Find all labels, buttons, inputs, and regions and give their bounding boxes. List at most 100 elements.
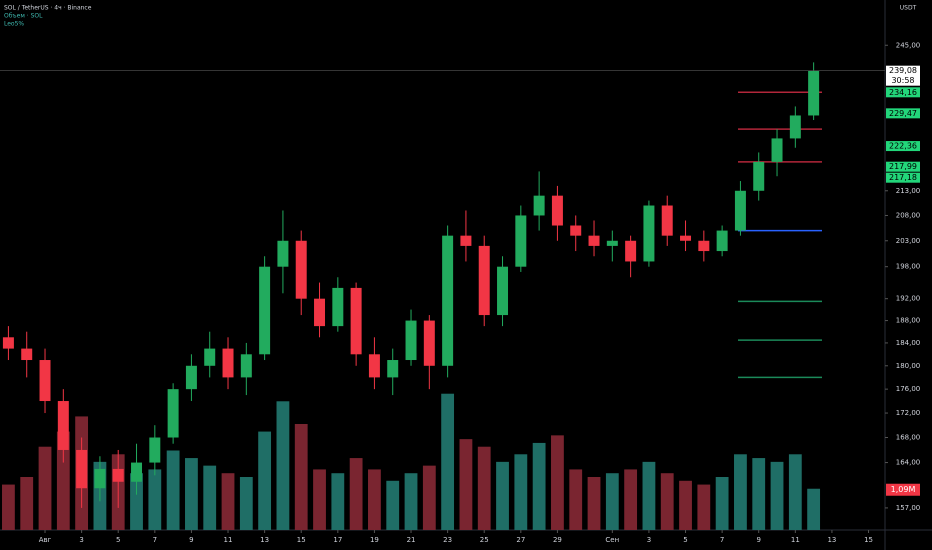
candle-body [716, 230, 728, 252]
volume-bar [770, 461, 784, 530]
volume-bar [807, 488, 821, 530]
candle-body [350, 287, 362, 355]
y-tick-label: 245,00 [896, 41, 921, 49]
volume-bar [624, 469, 638, 530]
x-tick-label: 29 [553, 536, 562, 544]
candle-body [423, 320, 435, 366]
volume-bar [422, 465, 436, 530]
candle-body [204, 348, 216, 366]
countdown: 30:58 [891, 76, 914, 85]
volume-bar [294, 424, 308, 530]
candle-body [368, 354, 380, 378]
candle-body [405, 320, 417, 361]
y-tick-label: 208,00 [896, 211, 921, 219]
volume-bar [496, 461, 509, 530]
price-label-box [886, 172, 920, 183]
volume-bar [715, 477, 729, 530]
volume-bar [331, 473, 345, 530]
price-label: 217,99 [889, 162, 917, 171]
y-tick-label: 172,00 [896, 409, 921, 417]
volume-bar [752, 458, 766, 530]
x-tick-label: 5 [683, 536, 687, 544]
y-tick-label: 176,00 [896, 385, 921, 393]
candle-body [478, 245, 490, 316]
volume-bar [276, 401, 290, 530]
candle-body [387, 360, 399, 378]
volume-bar [386, 480, 400, 530]
candle-body [497, 266, 509, 316]
candle-body [167, 389, 179, 438]
price-label: 222,36 [889, 142, 917, 151]
volume-bar [679, 480, 692, 530]
volume-bar [532, 442, 546, 530]
volume-bar [642, 461, 656, 530]
volume-bar [605, 473, 619, 530]
currency[interactable]: USDT [900, 5, 917, 12]
volume-bar [148, 469, 162, 530]
price-label-box [886, 161, 920, 172]
x-tick-label: 23 [443, 536, 452, 544]
x-tick-label: 11 [791, 536, 800, 544]
volume-bar [587, 477, 601, 530]
candle-body [185, 365, 197, 390]
candle-body [533, 195, 545, 216]
x-tick-label: 13 [260, 536, 269, 544]
candle-body [295, 240, 307, 299]
volume-bar [2, 484, 15, 530]
volume-bar [221, 473, 235, 530]
candle-body [131, 462, 143, 482]
x-tick-label: 15 [864, 536, 873, 544]
candle-body [789, 115, 801, 139]
x-tick-label: Авг [39, 536, 52, 544]
candle-body [39, 360, 51, 402]
price-label: 217,18 [889, 173, 917, 182]
candle-body [2, 337, 14, 349]
candle-body [240, 354, 252, 378]
price-label-box [886, 87, 920, 98]
y-tick-label: 164,00 [896, 459, 921, 467]
x-tick-label: 7 [153, 536, 157, 544]
volume-bar [368, 469, 381, 530]
candle-body [643, 205, 655, 262]
candle-body [277, 240, 289, 267]
volume-bar [20, 477, 34, 530]
candle-body [57, 401, 69, 450]
candle-body [76, 449, 88, 489]
candle-body [680, 235, 692, 241]
volume-bar [185, 458, 198, 530]
x-tick-label: 5 [116, 536, 120, 544]
volume-label: 1,09M [891, 485, 916, 494]
x-tick-label: 9 [756, 536, 760, 544]
candle-body [808, 70, 820, 116]
price-label: 234,16 [889, 88, 917, 97]
candle-body [753, 161, 765, 191]
candle-body [625, 240, 637, 262]
x-tick-label: 9 [189, 536, 193, 544]
candle-body [606, 240, 618, 246]
x-tick-label: 21 [407, 536, 416, 544]
x-tick-label: 25 [480, 536, 489, 544]
volume-bar [697, 484, 711, 530]
x-tick-label: Сен [605, 536, 619, 544]
volume-bar [660, 473, 674, 530]
volume-bar [258, 431, 272, 530]
indicator-legend: Leo5% [4, 21, 24, 28]
y-tick-label: 192,00 [896, 295, 921, 303]
y-tick-label: 213,00 [896, 187, 921, 195]
volume-bar [569, 469, 583, 530]
x-tick-label: 27 [516, 536, 525, 544]
candle-body [551, 195, 563, 226]
volume-bar [459, 439, 473, 530]
candle-body [149, 437, 161, 463]
candle-body [570, 225, 582, 236]
y-tick-label: 184,00 [896, 339, 921, 347]
x-tick-label: 11 [224, 536, 233, 544]
volume-legend: Объем · SOL [4, 13, 43, 20]
volume-bar [514, 454, 528, 530]
volume-bar [349, 458, 363, 530]
x-tick-label: 15 [297, 536, 306, 544]
candle-body [21, 348, 33, 361]
volume-label-box [886, 483, 920, 496]
volume-bar [441, 393, 455, 530]
